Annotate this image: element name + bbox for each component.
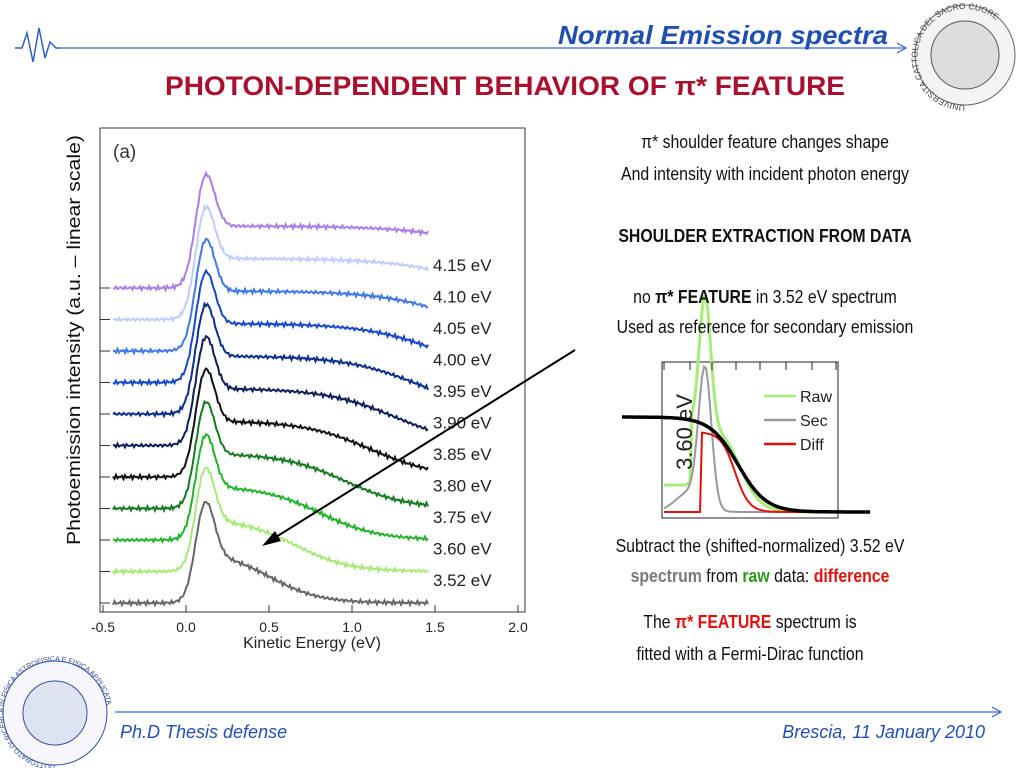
spectrum-word: spectrum xyxy=(630,566,702,586)
subtract-line: Subtract the (shifted-normalized) 3.52 e… xyxy=(615,536,905,556)
spectrum-curve xyxy=(112,203,429,323)
pi-feature: π* FEATURE xyxy=(674,612,772,632)
pi-feature: π* FEATURE xyxy=(655,287,752,307)
difference-word: difference xyxy=(813,566,890,586)
section-title: Normal Emission spectra xyxy=(558,20,888,50)
spectrum-curve xyxy=(112,432,429,544)
wave-icon xyxy=(15,27,60,63)
spectrum-curve xyxy=(112,268,429,388)
intro-line: π* shoulder feature changes shape xyxy=(641,132,889,152)
footer-left: Ph.D Thesis defense xyxy=(120,722,287,742)
spectra: 4.15 eV 4.10 eV 4.05 eV 4.00 eV 3.95 eV 3.90 … xyxy=(100,170,492,608)
text: from xyxy=(701,566,743,586)
legend-label: Diff xyxy=(800,437,824,454)
x-tick-label: 2.0 xyxy=(508,619,528,635)
subtract-line: spectrum from raw data: difference xyxy=(558,566,963,587)
inset-y-label: 3.60 eV xyxy=(672,394,697,470)
raw-word: raw xyxy=(742,566,770,586)
x-axis-label: Kinetic Energy (eV) xyxy=(243,635,381,652)
x-tick-label: 1.5 xyxy=(425,619,445,635)
text: no xyxy=(633,287,656,307)
curve-label: 3.60 eV xyxy=(433,540,492,559)
fit-line: fitted with a Fermi-Dirac function xyxy=(636,644,864,664)
reference-line: Used as reference for secondary emission xyxy=(616,317,914,337)
curve-label: 3.75 eV xyxy=(433,508,492,527)
curve-label: 4.10 eV xyxy=(433,288,492,307)
logo-seal xyxy=(930,20,1000,90)
reference-line: no π* FEATURE in 3.52 eV spectrum xyxy=(567,287,963,308)
spectrum-curve xyxy=(112,237,429,356)
curve-label: 3.95 eV xyxy=(433,382,492,401)
curve-label: 4.05 eV xyxy=(433,319,492,338)
curve-label: 3.90 eV xyxy=(433,414,492,433)
doctorate-seal xyxy=(22,680,88,746)
header-arrow xyxy=(896,42,908,54)
extraction-heading: SHOULDER EXTRACTION FROM DATA xyxy=(618,226,912,246)
x-tick-label: 0.5 xyxy=(259,619,279,635)
spectrum-curve xyxy=(112,367,429,482)
spectrum-curve xyxy=(112,399,429,514)
curve-label: 3.80 eV xyxy=(433,477,492,496)
text: data: xyxy=(769,566,814,586)
x-tick-label: 0.0 xyxy=(176,619,196,635)
spectrum-curve xyxy=(112,334,429,450)
text: spectrum is xyxy=(771,612,857,632)
spectrum-curve xyxy=(112,466,429,577)
footer-arrow xyxy=(991,706,1003,718)
text: in 3.52 eV spectrum xyxy=(751,287,897,307)
curve-label: 3.85 eV xyxy=(433,445,492,464)
spectrum-curve xyxy=(112,170,429,293)
fermi-dirac-fit xyxy=(622,415,870,514)
x-tick-label: -0.5 xyxy=(91,619,115,635)
curve-label: 4.15 eV xyxy=(433,256,492,275)
panel-label: (a) xyxy=(113,142,136,163)
legend-label: Sec xyxy=(800,413,828,430)
legend-label: Raw xyxy=(800,389,832,406)
y-axis-label: Photoemission intensity (a.u. – linear s… xyxy=(64,135,84,545)
curve-label: 3.52 eV xyxy=(433,571,492,590)
curve-label: 4.00 eV xyxy=(433,351,492,370)
footer-right: Brescia, 11 January 2010 xyxy=(782,722,985,742)
pointer-arrow xyxy=(267,349,576,543)
text: The xyxy=(643,612,675,632)
pointer-head xyxy=(262,531,281,546)
intro-line: And intensity with incident photon energ… xyxy=(621,164,909,184)
plot-frame xyxy=(99,127,526,613)
spectrum-curve xyxy=(112,301,429,419)
fit-line: The π* FEATURE spectrum is xyxy=(548,612,953,633)
x-tick-label: 1.0 xyxy=(342,619,362,635)
slide-title: PHOTON-DEPENDENT BEHAVIOR OF π* FEATURE xyxy=(165,71,845,101)
spectrum-curve xyxy=(112,500,429,608)
